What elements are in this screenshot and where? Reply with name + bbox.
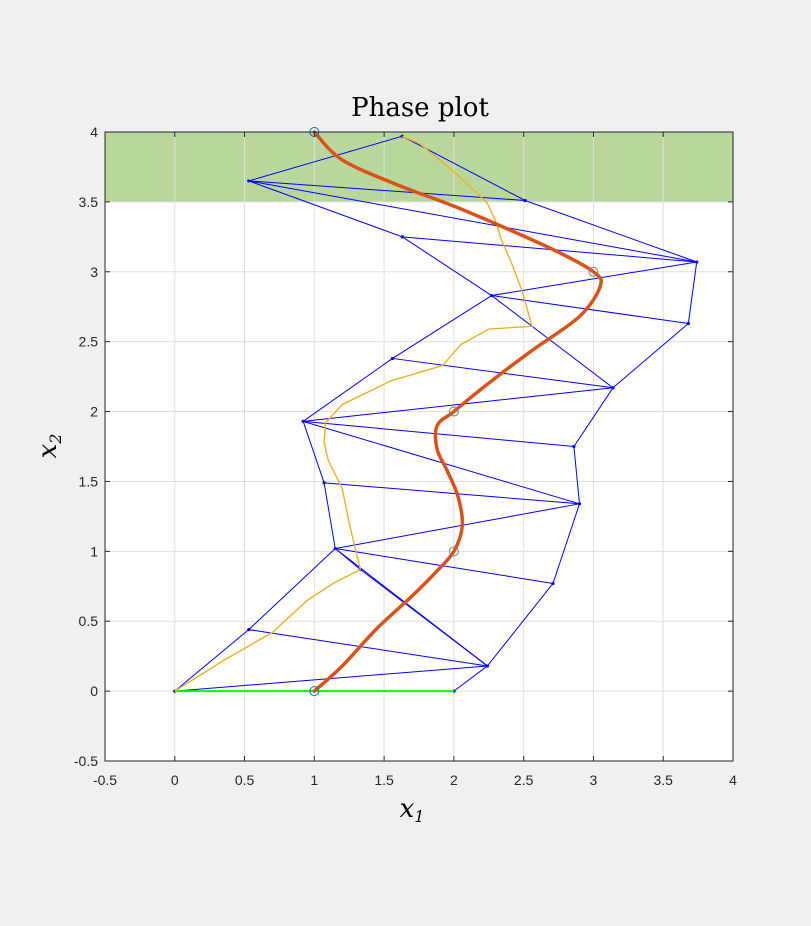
mesh-edge [524, 200, 697, 263]
mesh-edge [303, 387, 614, 422]
y-tick-label: 0 [90, 683, 98, 699]
mesh-node [485, 664, 489, 668]
axes-background [105, 132, 733, 761]
x-tick-label: 1.5 [374, 772, 394, 788]
mesh-node [247, 179, 251, 183]
mesh-edge [401, 236, 492, 296]
x-tick-label: 4 [729, 772, 737, 788]
y-axis-label-subscript: 2 [46, 434, 65, 445]
y-tick-label: 3 [90, 264, 98, 280]
mesh-node [489, 293, 494, 298]
mesh-node [572, 444, 576, 449]
mesh-edge [324, 482, 580, 505]
mesh-node [301, 419, 305, 423]
mesh-edge [687, 261, 698, 324]
mesh-edge [303, 420, 574, 447]
x-tick-label: 2 [450, 772, 458, 788]
mesh-edge [302, 358, 393, 422]
x-tick-label: 2.5 [514, 772, 534, 788]
x-tick-label: 0 [171, 772, 179, 788]
x-tick-label: 0.5 [235, 772, 255, 788]
x-tick-label: 3.5 [653, 772, 673, 788]
mesh-edge [323, 482, 336, 549]
mesh-node [523, 198, 527, 203]
y-tick-label: 2 [90, 404, 98, 420]
mesh-edge [248, 548, 336, 630]
y-tick-label: 2.5 [79, 334, 99, 350]
axes-box [104, 131, 734, 762]
mesh-node [695, 260, 699, 264]
mesh-edge [573, 446, 580, 504]
mesh-edge [612, 323, 689, 389]
mesh-node [247, 628, 251, 632]
mesh-edge [491, 295, 614, 389]
mesh-edge [248, 135, 403, 182]
mesh-edge [392, 295, 492, 359]
mesh-edge [552, 503, 580, 584]
chart-title: Phase plot [351, 93, 489, 123]
mesh-edge [573, 387, 614, 447]
y-tick-label: 1 [90, 543, 98, 559]
x-axis-label-base: x [400, 794, 415, 824]
x-axis-label: x1 [400, 794, 425, 826]
y-tick-label: 4 [90, 124, 98, 140]
y-tick-label: 1.5 [79, 473, 99, 489]
y-tick-labels: -0.5 0 0.5 1 1.5 2 2.5 3 3.5 4 [74, 124, 98, 769]
mesh-node [577, 502, 582, 506]
mesh-edge [248, 629, 488, 667]
mesh-node [322, 481, 326, 485]
waypoint-marker [448, 546, 459, 557]
mesh-node [686, 321, 690, 326]
mesh-edge [334, 548, 361, 570]
y-tick-label: 3.5 [79, 194, 99, 210]
mesh-node [333, 546, 337, 551]
x-tick-label: 1 [310, 772, 318, 788]
y-tick-label: -0.5 [74, 753, 98, 769]
waypoint-marker [588, 266, 599, 277]
mesh-edge [486, 583, 554, 667]
mesh-edge [335, 503, 580, 550]
x-axis-label-subscript: 1 [414, 807, 424, 826]
waypoint-marker [309, 686, 320, 697]
x-tick-label: -0.5 [93, 772, 117, 788]
trajectory-line [312, 130, 604, 693]
mesh-edge [302, 421, 325, 484]
x-tick-labels: -0.5 0 0.5 1 1.5 2 2.5 3 3.5 4 [93, 772, 737, 788]
mesh-edge [248, 180, 403, 238]
mesh-edge [248, 180, 526, 201]
y-tick-label: 0.5 [79, 613, 99, 629]
mesh-node [390, 356, 395, 361]
mesh-edge [491, 261, 697, 297]
y-axis-label-base: x [33, 443, 63, 458]
mesh-edge [174, 629, 250, 692]
mesh-node [400, 235, 404, 239]
waypoint-marker [448, 406, 459, 417]
path-series-line [174, 135, 533, 692]
y-axis-label: x2 [33, 434, 65, 459]
mesh-node [611, 386, 615, 390]
mesh-edge [248, 180, 697, 263]
mesh-node [551, 581, 555, 586]
plot-area [104, 127, 734, 762]
mesh-edge [360, 569, 488, 667]
mesh-edge [453, 665, 488, 692]
x-tick-label: 3 [590, 772, 598, 788]
